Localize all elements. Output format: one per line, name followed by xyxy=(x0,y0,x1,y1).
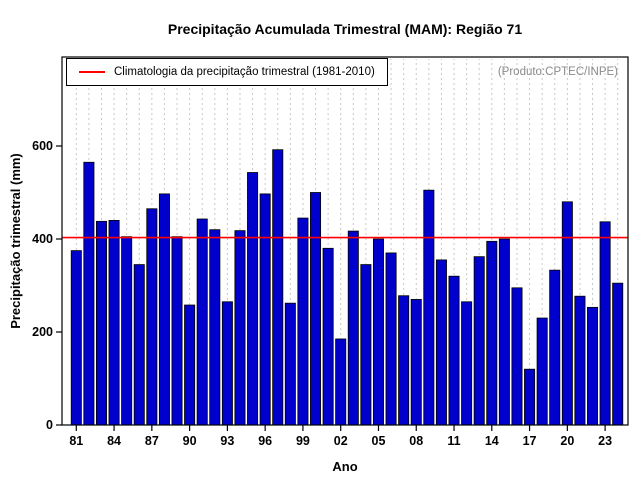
y-tick-label: 600 xyxy=(32,139,53,153)
bar xyxy=(184,304,196,426)
bar xyxy=(234,230,246,426)
bar xyxy=(461,301,473,426)
bar xyxy=(259,193,271,426)
bar xyxy=(83,161,95,426)
bar xyxy=(322,247,334,426)
x-tick-label: 02 xyxy=(334,434,348,448)
x-axis-label: Ano xyxy=(332,459,358,474)
bar xyxy=(297,217,309,426)
bar xyxy=(133,264,145,426)
bar xyxy=(121,236,133,426)
x-tick-label: 99 xyxy=(296,434,310,448)
x-tick-label: 93 xyxy=(220,434,234,448)
bar xyxy=(410,299,422,426)
bar xyxy=(146,208,158,426)
bar xyxy=(599,221,611,426)
x-tick-label: 14 xyxy=(485,434,499,448)
bar xyxy=(335,338,347,426)
bar xyxy=(360,264,372,426)
y-tick-label: 200 xyxy=(32,325,53,339)
bar xyxy=(473,256,485,426)
bar xyxy=(536,317,548,426)
x-tick-label: 96 xyxy=(258,434,272,448)
x-tick-label: 90 xyxy=(183,434,197,448)
plot-box xyxy=(61,56,629,426)
bar xyxy=(284,302,296,426)
bar xyxy=(196,218,208,426)
x-tick-label: 11 xyxy=(447,434,460,448)
bar xyxy=(158,193,170,426)
bar xyxy=(209,229,221,426)
legend-label: Climatologia da precipitação trimestral … xyxy=(114,66,375,78)
bar xyxy=(108,219,120,426)
bar xyxy=(171,236,183,426)
x-tick-label: 17 xyxy=(523,434,537,448)
bar xyxy=(587,306,599,426)
bar xyxy=(486,240,498,426)
bar xyxy=(310,192,322,426)
bar xyxy=(70,250,82,426)
bar xyxy=(561,201,573,426)
bar xyxy=(498,238,510,426)
bar xyxy=(95,220,107,426)
bar xyxy=(574,295,586,426)
x-tick-label: 05 xyxy=(372,434,386,448)
x-tick-label: 84 xyxy=(107,434,121,448)
product-label: (Produto:CPTEC/INPE) xyxy=(497,66,618,78)
bar xyxy=(549,269,561,426)
y-tick-label: 0 xyxy=(46,418,53,432)
y-tick-label: 400 xyxy=(32,232,53,246)
bar xyxy=(423,189,435,426)
bar xyxy=(347,230,359,426)
legend: Climatologia da precipitação trimestral … xyxy=(66,58,388,86)
bar xyxy=(272,149,284,426)
chart-title: Precipitação Acumulada Trimestral (MAM):… xyxy=(167,21,523,37)
bar xyxy=(372,238,384,426)
x-tick-label: 81 xyxy=(69,434,83,448)
x-tick-label: 08 xyxy=(409,434,423,448)
bar xyxy=(221,301,233,426)
bar xyxy=(385,252,397,426)
x-tick-label: 87 xyxy=(145,434,159,448)
bar xyxy=(612,282,624,426)
x-tick-label: 23 xyxy=(598,434,612,448)
bar xyxy=(435,259,447,426)
bar xyxy=(524,368,536,426)
x-tick-label: 20 xyxy=(560,434,574,448)
climatology-line-icon xyxy=(79,71,105,73)
bar xyxy=(398,295,410,426)
bar xyxy=(511,287,523,426)
bar xyxy=(448,275,460,426)
bar xyxy=(247,172,259,426)
